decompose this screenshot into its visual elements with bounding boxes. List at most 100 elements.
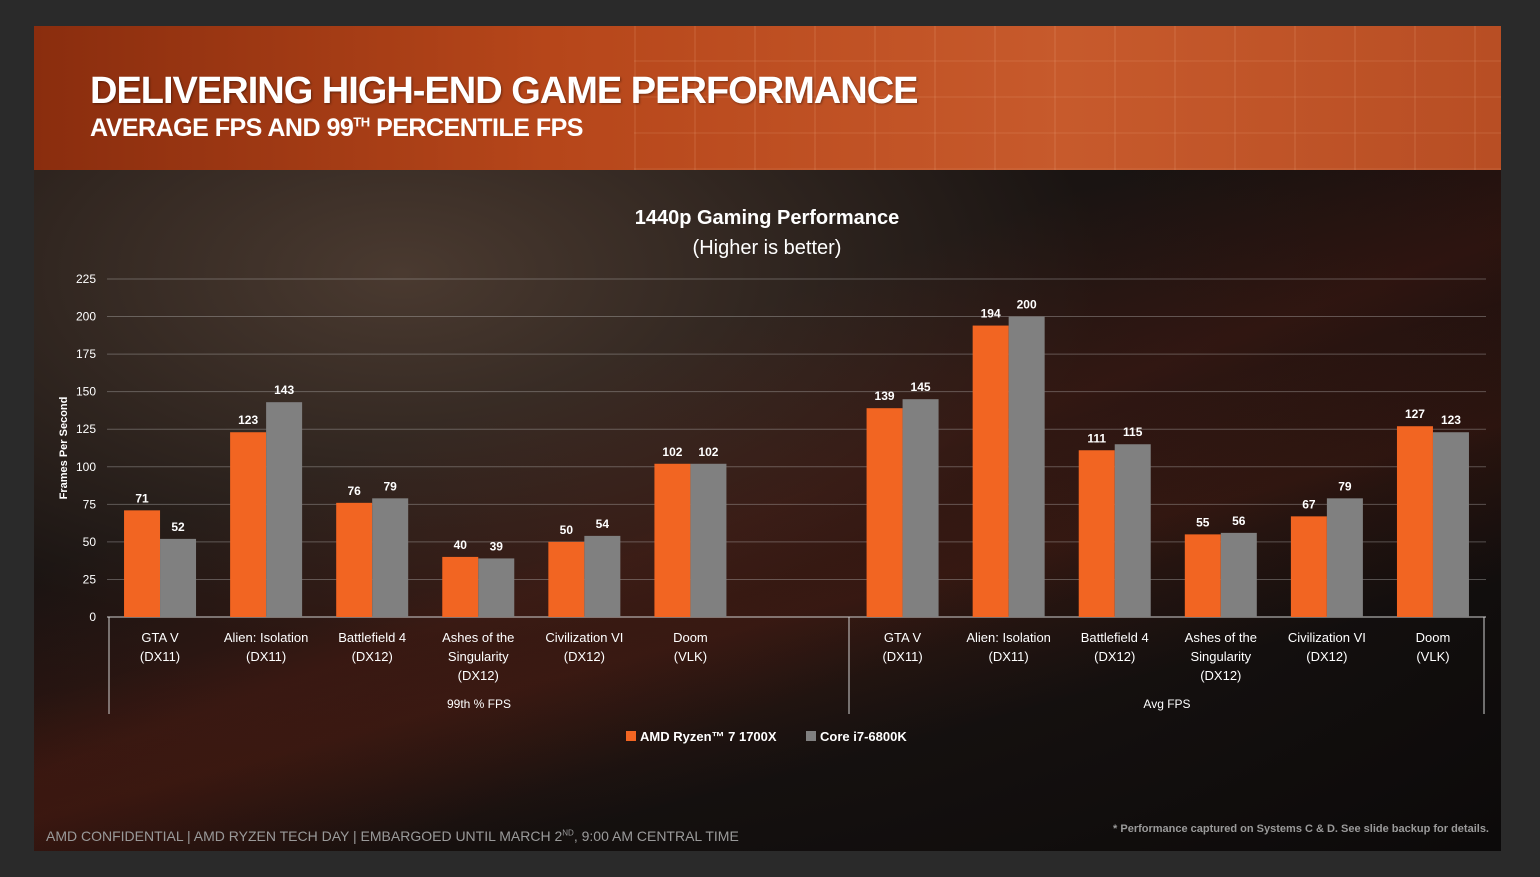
bar-amd xyxy=(866,408,903,617)
data-label-intel: 143 xyxy=(274,383,294,397)
legend-label-amd: AMD Ryzen™ 7 1700X xyxy=(640,729,777,744)
data-label-amd: 123 xyxy=(238,413,258,427)
x-category-label: (DX11) xyxy=(140,649,180,664)
data-label-intel: 79 xyxy=(384,479,398,493)
data-label-amd: 76 xyxy=(348,484,362,498)
group-label: 99th % FPS xyxy=(447,697,511,711)
bar-intel xyxy=(1114,444,1151,617)
x-category-label: Singularity xyxy=(1190,649,1251,664)
bar-amd xyxy=(654,463,691,617)
x-category-label: Civilization VI xyxy=(1288,630,1366,645)
x-category-label: (DX12) xyxy=(1094,649,1135,664)
bar-amd xyxy=(1078,450,1115,617)
chart-subtitle: (Higher is better) xyxy=(693,237,842,259)
bar-amd xyxy=(336,502,373,617)
bar-intel xyxy=(1432,432,1469,617)
x-category-label: Battlefield 4 xyxy=(1081,630,1149,645)
subtitle-tail: PERCENTILE FPS xyxy=(369,114,583,142)
data-label-intel: 145 xyxy=(911,380,931,394)
x-category-label: (VLK) xyxy=(1416,649,1449,664)
data-label-amd: 50 xyxy=(560,523,574,537)
data-label-amd: 55 xyxy=(1196,515,1210,529)
data-label-amd: 111 xyxy=(1087,431,1106,445)
bar-intel xyxy=(1220,532,1257,617)
x-category-label: Doom xyxy=(1416,630,1451,645)
bar-intel xyxy=(584,535,621,617)
x-category-label: (DX11) xyxy=(882,649,922,664)
bar-amd xyxy=(548,541,585,617)
chart-title: 1440p Gaming Performance xyxy=(635,207,900,229)
x-category-label: (DX12) xyxy=(458,668,499,683)
slide-subtitle: AVERAGE FPS AND 99TH PERCENTILE FPS xyxy=(90,114,584,143)
slide: DELIVERING HIGH-END GAME PERFORMANCE AVE… xyxy=(34,26,1501,851)
x-category-label: (DX12) xyxy=(564,649,605,664)
x-category-label: GTA V xyxy=(884,630,922,645)
y-tick-label: 200 xyxy=(76,310,96,324)
x-category-label: (DX12) xyxy=(1200,668,1241,683)
y-tick-label: 225 xyxy=(76,272,96,286)
x-category-label: (DX11) xyxy=(246,649,286,664)
data-label-amd: 102 xyxy=(662,445,682,459)
header-banner xyxy=(34,26,1501,170)
legend-swatch-intel xyxy=(806,731,816,741)
legend-label-intel: Core i7-6800K xyxy=(820,729,907,744)
x-category-label: Singularity xyxy=(448,649,509,664)
subtitle-superscript: TH xyxy=(353,114,370,130)
bar-amd xyxy=(972,325,1009,617)
bar-amd xyxy=(124,510,161,617)
x-category-label: Battlefield 4 xyxy=(338,630,406,645)
bar-intel xyxy=(1008,316,1045,617)
y-tick-label: 150 xyxy=(76,385,96,399)
footer-left-tail: , 9:00 AM CENTRAL TIME xyxy=(573,828,739,844)
data-label-amd: 194 xyxy=(981,307,1001,321)
x-category-label: Doom xyxy=(673,630,708,645)
y-axis-label: Frames Per Second xyxy=(58,397,70,500)
x-category-label: Alien: Isolation xyxy=(224,630,309,645)
y-tick-label: 25 xyxy=(83,572,97,586)
data-label-intel: 52 xyxy=(171,520,185,534)
group-label: Avg FPS xyxy=(1143,697,1190,711)
y-tick-label: 175 xyxy=(76,347,96,361)
x-category-label: Alien: Isolation xyxy=(966,630,1051,645)
bar-amd xyxy=(442,556,479,617)
data-label-intel: 39 xyxy=(490,539,504,553)
x-category-label: GTA V xyxy=(141,630,179,645)
bar-intel xyxy=(372,498,409,617)
y-tick-label: 75 xyxy=(83,497,97,511)
data-label-intel: 56 xyxy=(1232,514,1246,528)
footer-left-superscript: ND xyxy=(562,828,574,838)
data-label-intel: 123 xyxy=(1441,413,1461,427)
y-tick-label: 100 xyxy=(76,460,96,474)
data-label-amd: 139 xyxy=(875,389,895,403)
data-label-amd: 127 xyxy=(1405,407,1425,421)
footer-confidential: AMD CONFIDENTIAL | AMD RYZEN TECH DAY | … xyxy=(46,828,739,844)
bar-amd xyxy=(1184,534,1221,617)
footer-disclaimer: * Performance captured on Systems C & D.… xyxy=(1113,823,1489,835)
footer-left-main: AMD CONFIDENTIAL | AMD RYZEN TECH DAY | … xyxy=(46,828,563,844)
x-category-label: (DX12) xyxy=(1306,649,1347,664)
data-label-intel: 54 xyxy=(596,517,610,531)
bar-amd xyxy=(1290,516,1327,617)
bar-intel xyxy=(478,558,515,617)
data-label-intel: 115 xyxy=(1123,425,1143,439)
data-label-intel: 200 xyxy=(1017,298,1037,312)
bar-intel xyxy=(690,463,727,617)
data-label-amd: 67 xyxy=(1302,497,1316,511)
bar-chart: 1440p Gaming Performance (Higher is bette… xyxy=(58,207,1486,744)
y-tick-label: 0 xyxy=(89,610,96,624)
bar-intel xyxy=(902,399,939,617)
legend-swatch-amd xyxy=(626,731,636,741)
y-tick-label: 125 xyxy=(76,422,96,436)
x-category-label: Civilization VI xyxy=(545,630,623,645)
bar-intel xyxy=(1326,498,1363,617)
bar-amd xyxy=(1396,426,1433,617)
data-label-intel: 79 xyxy=(1338,479,1352,493)
bar-intel xyxy=(266,402,303,617)
bar-amd xyxy=(230,432,267,617)
data-label-amd: 40 xyxy=(454,538,468,552)
y-tick-label: 50 xyxy=(83,535,97,549)
bar-intel xyxy=(160,538,197,617)
data-label-amd: 71 xyxy=(135,491,149,505)
x-category-label: (DX11) xyxy=(989,649,1029,664)
x-category-label: Ashes of the xyxy=(1185,630,1257,645)
